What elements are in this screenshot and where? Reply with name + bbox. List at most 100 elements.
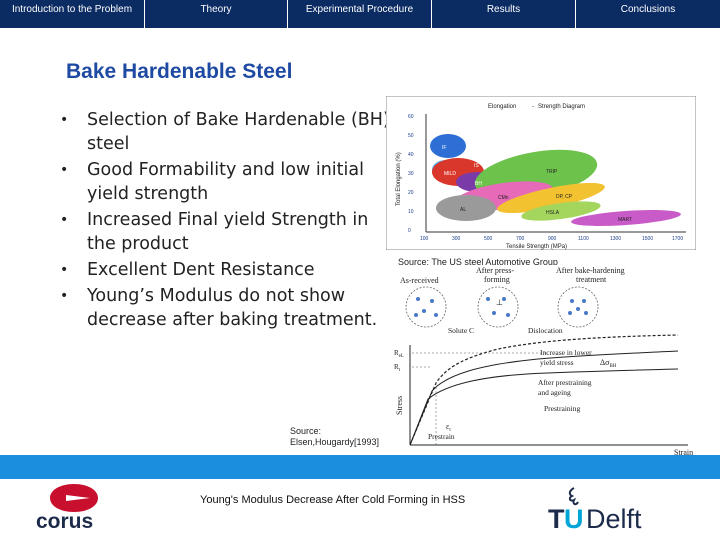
diagram-y-label: Total Elongation (%) [396,152,402,206]
footer-caption: Young's Modulus Decrease After Cold Form… [200,494,466,506]
bullet-item: • Increased Final yield Strength in the p… [60,208,390,256]
x-tick: 700 [516,236,525,242]
region-label-if: IF [442,145,446,151]
region-label-al: AL [460,207,466,213]
y-tick: 30 [408,171,414,177]
epsilon-symbol: ε [446,422,450,431]
diagram-heading-sep: - [532,104,534,110]
label-delta-sigma: ΔσBH [600,358,617,369]
tu-delft-logo: T U Delft [548,486,664,537]
region-dp [497,182,605,214]
diagram-x-label: Tensile Strength (MPa) [506,244,567,250]
x-tick: 500 [484,236,493,242]
corus-logo: corus [36,482,152,535]
delta-sub: BH [609,364,616,369]
rel-sub: eL [399,354,404,359]
bullet-item: • Excellent Dent Resistance [60,258,390,282]
schematic-source-line1: Source: [290,426,322,436]
bullet-item: • Selection of Bake Hardenable (BH) steel [60,108,390,156]
region-label-mart: MART [618,217,632,223]
y-tick: 60 [408,114,414,120]
label-rel: ReL [394,349,404,359]
rel-symbol: R [394,349,399,357]
label-solute: Solute C [448,326,474,335]
tud-letter-u: U [564,504,584,532]
schematic-source-line2: Elsen,Hougardy[1993] [290,437,380,447]
bullet-text: Excellent Dent Resistance [87,260,315,280]
label-after-pre-2: and ageing [538,388,571,397]
diagram-heading-left: Elongation [488,104,516,110]
y-tick: 0 [408,228,411,234]
bullet-item: • Young’s Modulus do not show decrease af… [60,284,390,332]
region-label-dp: DP, CP [556,194,573,200]
elongation-strength-diagram: Elongation - Strength Diagram Total Elon… [386,96,696,250]
slide-title: Bake Hardenable Steel [66,60,293,83]
top-navigation-bar: Introduction to the Problem Theory Exper… [0,0,720,28]
tud-wordmark-delft: Delft [586,504,642,532]
label-epsilon: εt [446,422,451,433]
delta-symbol: Δσ [600,358,610,367]
lattice-after-forming: ⊥ [477,286,519,328]
x-tick: 900 [548,236,557,242]
rt-sub: t [399,368,401,373]
label-as-received: As-received [400,276,439,285]
bullet-dot: • [60,288,69,304]
lattice-as-received [405,286,447,328]
region-label-is: IS [474,163,479,169]
svg-text:⊥: ⊥ [496,298,503,307]
label-increase-2: yield stress [540,358,574,367]
bake-hardening-schematic: After press- forming As-received After b… [388,265,700,457]
region-label-cmn: CMn [498,195,509,201]
label-treatment: treatment [576,275,607,284]
bullet-list: • Selection of Bake Hardenable (BH) steel… [60,108,390,334]
region-hsla [521,201,601,221]
rt-symbol: R [394,363,399,371]
bullet-dot: • [60,212,69,228]
bullet-text: Selection of Bake Hardenable (BH) steel [87,110,390,154]
axis-strain: Strain [674,448,693,457]
curve-prestrain [409,368,679,446]
region-mart [571,210,681,226]
label-prestraining: Prestraining [544,404,580,413]
lattice-after-bake [557,286,599,328]
bullet-dot: • [60,112,69,128]
label-after-bake: After bake-hardening [556,266,625,275]
bullet-dot: • [60,162,69,178]
region-label-bh: BH [475,181,482,187]
tab-experimental-procedure[interactable]: Experimental Procedure [288,0,432,28]
y-tick: 50 [408,133,414,139]
region-label-hsla: HSLA [546,210,560,216]
label-dislocation: Dislocation [528,326,563,335]
region-label-trip: TRIP [546,169,558,175]
x-tick: 1300 [610,236,621,242]
label-forming: forming [484,275,510,284]
footer-band [0,455,720,479]
bullet-item: • Good Formability and low initial yield … [60,158,390,206]
y-tick: 20 [408,190,414,196]
label-rt: Rt [394,363,401,373]
curve-aged [409,350,679,446]
x-tick: 1500 [642,236,653,242]
y-tick: 10 [408,209,414,215]
label-prestrain: Prestrain [428,432,455,441]
bullet-dot: • [60,262,69,278]
tab-introduction[interactable]: Introduction to the Problem [0,0,145,28]
epsilon-sub: t [449,428,451,433]
region-if [430,134,466,158]
x-tick: 100 [420,236,429,242]
label-increase-1: Increase in lower [540,348,592,357]
tab-results[interactable]: Results [432,0,576,28]
label-after-press: After press- [476,266,514,275]
bullet-text: Good Formability and low initial yield s… [87,160,364,204]
curve-bake [409,334,679,446]
x-tick: 300 [452,236,461,242]
diagram-heading-right: Strength Diagram [538,104,585,110]
region-label-mild: MILD [444,171,456,177]
tud-letter-t: T [548,504,565,532]
x-tick: 1700 [672,236,683,242]
tab-conclusions[interactable]: Conclusions [620,4,676,15]
label-after-pre-1: After prestraining [538,378,592,387]
bullet-text: Young’s Modulus do not show decrease aft… [87,286,378,330]
tab-theory[interactable]: Theory [145,0,288,28]
bullet-text: Increased Final yield Strength in the pr… [87,210,369,254]
